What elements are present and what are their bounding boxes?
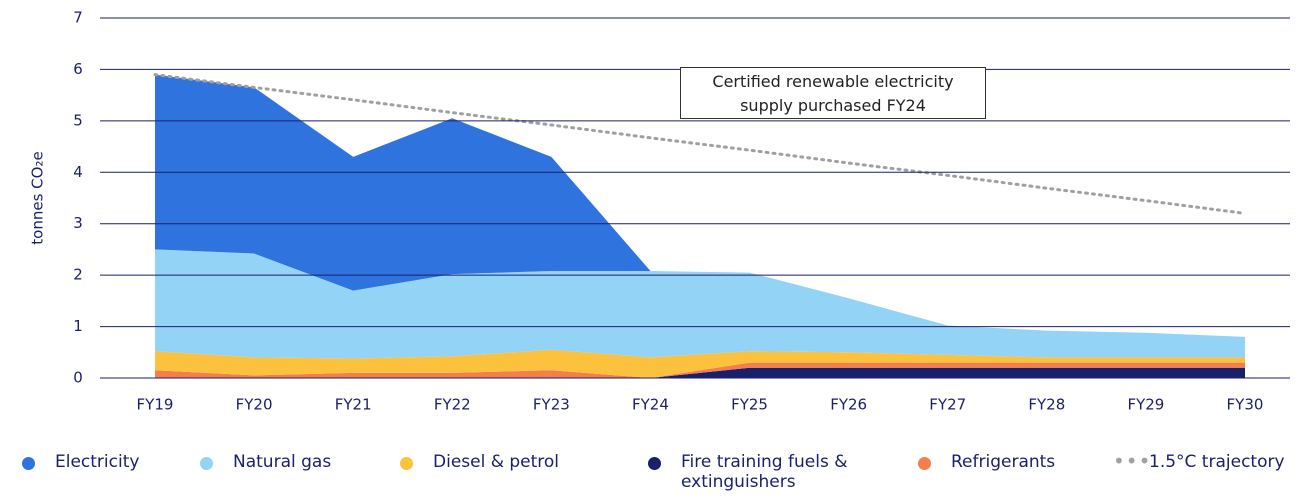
- legend-marker: [648, 457, 661, 470]
- area: [155, 74, 1245, 337]
- legend-marker: [200, 457, 213, 470]
- legend-marker: •••: [1113, 449, 1152, 473]
- x-tick-label: FY21: [335, 396, 372, 414]
- x-tick-label: FY28: [1028, 396, 1065, 414]
- legend-label: Electricity: [55, 452, 140, 472]
- area: [155, 249, 1245, 359]
- y-tick-label: 7: [73, 9, 83, 27]
- legend-item: Refrigerants: [918, 452, 1055, 472]
- y-tick-label: 3: [73, 214, 83, 232]
- area: [155, 362, 1245, 378]
- y-tick-label: 5: [73, 111, 83, 129]
- y-tick-label: 6: [73, 60, 83, 78]
- x-tick-label: FY24: [632, 396, 669, 414]
- x-tick-label: FY23: [533, 396, 570, 414]
- y-tick-label: 0: [73, 369, 83, 387]
- legend-marker: [918, 457, 931, 470]
- legend-label: Diesel & petrol: [433, 452, 560, 472]
- legend-label: Fire training fuels & extinguishers: [681, 452, 848, 492]
- legend-item: Diesel & petrol: [400, 452, 559, 472]
- legend-item: Electricity: [22, 452, 139, 472]
- chart: tonnes CO₂e 0 1 2 3 4 5 6 7 FY19 FY20 FY21 FY22 FY23…: [29, 9, 1290, 414]
- x-tick-label: FY30: [1227, 396, 1264, 414]
- legend-marker: [400, 457, 413, 470]
- y-tick-label: 1: [73, 317, 83, 335]
- x-tick-label: FY27: [929, 396, 966, 414]
- x-tick-label: FY20: [236, 396, 273, 414]
- legend-label: Refrigerants: [951, 452, 1056, 472]
- x-tick-label: FY22: [434, 396, 471, 414]
- legend-item: ••• 1.5°C trajectory: [1113, 449, 1285, 473]
- legend-label: 1.5°C trajectory: [1149, 452, 1285, 472]
- y-axis-label: tonnes CO₂e: [29, 151, 47, 244]
- annotation-line: Certified renewable electricity: [712, 72, 954, 91]
- legend-item: Fire training fuels & extinguishers: [648, 452, 871, 492]
- legend-item: Natural gas: [200, 452, 331, 472]
- area: [155, 349, 1245, 378]
- x-tick-label: FY26: [830, 396, 867, 414]
- grid: [100, 17, 1290, 379]
- annotation-line: supply purchased FY24: [740, 96, 926, 115]
- annotation: Certified renewable electricity supply p…: [680, 67, 986, 119]
- y-tick-label: 2: [73, 266, 83, 284]
- legend-marker: [22, 457, 35, 470]
- x-tick-label: FY19: [137, 396, 174, 414]
- y-tick-label: 4: [73, 163, 83, 181]
- legend-label: Natural gas: [233, 452, 332, 472]
- legend: Electricity Natural gas Diesel & petrol Fir…: [0, 449, 1300, 502]
- x-tick-label: FY25: [731, 396, 768, 414]
- trajectory-line: [153, 73, 1247, 215]
- x-tick-label: FY29: [1127, 396, 1164, 414]
